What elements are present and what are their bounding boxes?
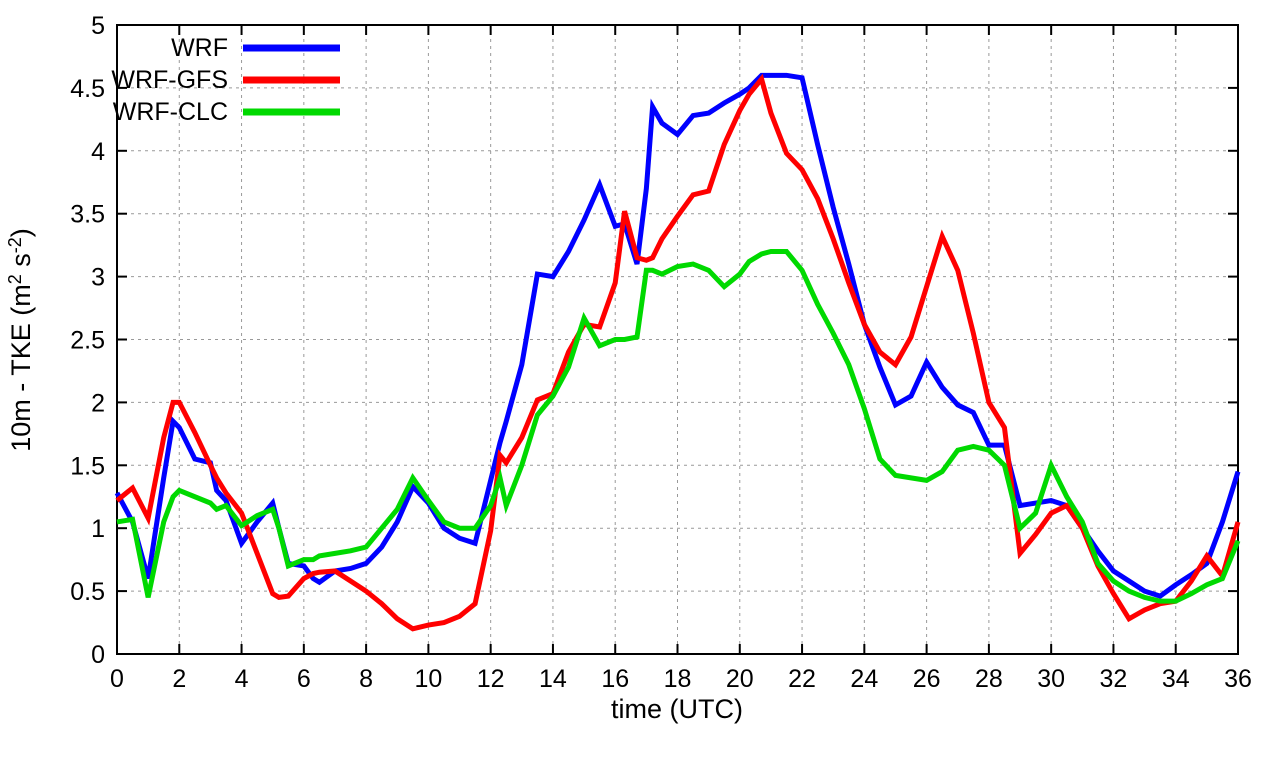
x-tick-label: 16 xyxy=(601,665,629,693)
x-tick-label: 18 xyxy=(664,665,692,693)
x-tick-label: 20 xyxy=(726,665,754,693)
y-tick-label: 0 xyxy=(91,641,105,669)
y-axis-title-prefix: 10m - TKE (m xyxy=(6,284,36,452)
x-tick-label: 24 xyxy=(850,665,878,693)
x-tick-label: 34 xyxy=(1162,665,1190,693)
x-tick-label: 2 xyxy=(172,665,186,693)
y-tick-label: 4.5 xyxy=(70,75,105,103)
data-series-group xyxy=(114,72,1241,632)
x-tick-label: 32 xyxy=(1100,665,1128,693)
svg-text:10m - TKE (m2 s-2): 10m - TKE (m2 s-2) xyxy=(5,228,36,452)
y-tick-label: 3 xyxy=(91,264,105,292)
series-line-wrf-gfs xyxy=(115,73,1241,632)
x-tick-label: 22 xyxy=(788,665,816,693)
y-tick-label: 1 xyxy=(91,515,105,543)
x-tick-label: 6 xyxy=(297,665,311,693)
y-tick-label: 1.5 xyxy=(70,452,105,480)
y-axis-title-suffix: ) xyxy=(6,228,36,237)
y-tick-label: 2.5 xyxy=(70,327,105,355)
x-tick-label: 36 xyxy=(1224,665,1252,693)
y-tick-label: 5 xyxy=(91,12,105,40)
x-axis-ticks: 0 2 4 6 8 10 12 14 16 18 20 22 24 26 28 30 32 34 36 xyxy=(110,25,1252,693)
y-tick-label: 2 xyxy=(91,389,105,417)
x-tick-label: 8 xyxy=(359,665,373,693)
series-line-wrf-clc xyxy=(116,248,1241,604)
y-axis-ticks: 0 0.5 1 1.5 2 2.5 3 3.5 4 4.5 5 xyxy=(70,12,1238,669)
x-tick-label: 26 xyxy=(913,665,941,693)
y-tick-label: 3.5 xyxy=(70,201,105,229)
x-tick-label: 10 xyxy=(414,665,442,693)
x-tick-label: 14 xyxy=(539,665,567,693)
y-tick-label: 4 xyxy=(91,138,105,166)
y-axis-title-mid: s xyxy=(6,253,36,274)
y-axis-title-sup-2: -2 xyxy=(5,237,25,253)
x-axis-title: time (UTC) xyxy=(611,694,743,724)
x-tick-label: 28 xyxy=(975,665,1003,693)
y-tick-label: 0.5 xyxy=(70,578,105,606)
x-tick-label: 4 xyxy=(235,665,249,693)
y-axis-title-sup-1: 2 xyxy=(5,274,25,284)
legend-label-wrf: WRF xyxy=(171,34,228,62)
x-tick-label: 0 xyxy=(110,665,124,693)
x-tick-label: 12 xyxy=(477,665,505,693)
y-axis-title: 10m - TKE (m2 s-2) xyxy=(5,228,36,452)
legend: WRF WRF-GFS WRF-CLC xyxy=(111,34,340,126)
legend-label-wrf-clc: WRF-CLC xyxy=(113,98,228,126)
x-tick-label: 30 xyxy=(1037,665,1065,693)
legend-label-wrf-gfs: WRF-GFS xyxy=(111,66,228,94)
